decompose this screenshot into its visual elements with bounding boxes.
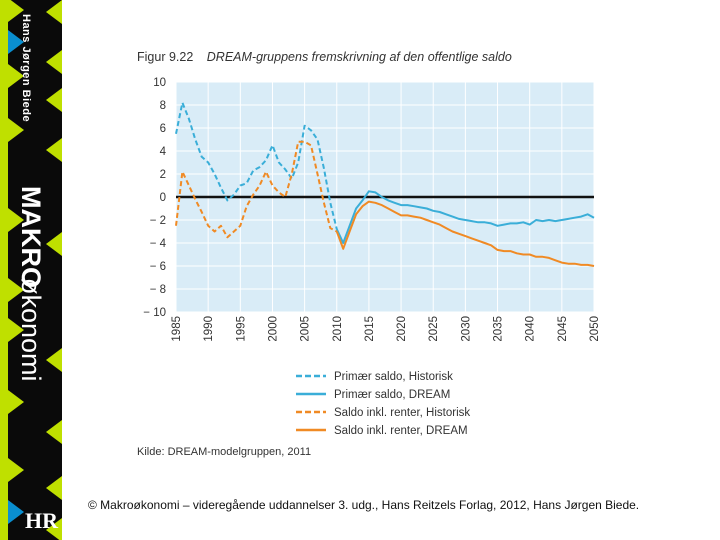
- x-tick-label: 1985: [171, 316, 183, 342]
- y-tick-label: − 2: [150, 215, 166, 227]
- y-tick-label: − 10: [143, 307, 166, 319]
- book-title-rest: økonomi: [16, 278, 46, 382]
- spine-triangle-decoration: [46, 88, 62, 112]
- y-tick-label: − 6: [150, 261, 166, 273]
- spine-triangle-decoration: [8, 390, 24, 414]
- figure-source: Kilde: DREAM-modelgruppen, 2011: [137, 446, 312, 458]
- x-tick-label: 2050: [589, 316, 601, 342]
- spine-triangle-decoration: [8, 278, 24, 302]
- y-tick-label: − 4: [150, 238, 167, 250]
- x-tick-label: 2035: [493, 316, 505, 342]
- book-author: Hans Jørgen Biede: [20, 14, 32, 123]
- spine-triangle-decoration: [46, 0, 62, 24]
- spine-triangle-decoration: [8, 64, 24, 88]
- x-tick-label: 1990: [203, 316, 215, 342]
- x-tick-label: 2040: [525, 316, 537, 342]
- spine-accent-band: [0, 0, 8, 540]
- figure-title-text: DREAM-gruppens fremskrivning af den offe…: [206, 50, 512, 64]
- spine-triangle-decoration: [8, 208, 24, 232]
- y-tick-label: 10: [153, 77, 166, 89]
- x-tick-label: 2010: [332, 316, 344, 342]
- x-tick-label: 2045: [557, 316, 569, 342]
- y-tick-label: 2: [160, 169, 166, 181]
- x-tick-label: 2015: [364, 316, 376, 342]
- figure-title: Figur 9.22 DREAM-gruppens fremskrivning …: [137, 50, 512, 64]
- x-tick-label: 2000: [267, 316, 279, 342]
- x-tick-label: 2025: [428, 316, 440, 342]
- spine-triangle-decoration: [8, 318, 24, 342]
- y-tick-label: 0: [160, 192, 166, 204]
- spine-triangle-decoration: [46, 518, 62, 540]
- legend-label: Saldo inkl. renter, DREAM: [334, 425, 468, 437]
- series-line: [335, 200, 595, 267]
- spine-triangle-decoration: [8, 118, 24, 142]
- spine-triangle-decoration: [46, 50, 62, 74]
- x-tick-label: 1995: [235, 316, 247, 342]
- book-title-bold: MAKRO: [16, 186, 46, 288]
- spine-triangle-decoration: [46, 476, 62, 500]
- x-tick-label: 2005: [300, 316, 312, 342]
- figure-number: Figur 9.22: [137, 50, 194, 64]
- book-spine: Hans Jørgen Biede MAKRO økonomi HR: [0, 0, 62, 540]
- legend-label: Primær saldo, Historisk: [334, 371, 453, 383]
- y-tick-label: 4: [160, 146, 167, 158]
- x-tick-label: 2030: [460, 316, 472, 342]
- y-tick-label: 8: [160, 100, 166, 112]
- copyright-notice: © Makroøkonomi – videregående uddannelse…: [88, 498, 640, 512]
- spine-triangle-decoration: [46, 348, 62, 372]
- y-tick-label: 6: [160, 123, 166, 135]
- x-tick-label: 2020: [396, 316, 408, 342]
- spine-triangle-decoration: [46, 420, 62, 444]
- legend-label: Primær saldo, DREAM: [334, 389, 450, 401]
- publisher-logo: HR: [25, 508, 58, 533]
- series-line: [175, 140, 338, 239]
- spine-triangle-decoration: [8, 30, 24, 54]
- spine-triangle-decoration: [8, 458, 24, 482]
- legend-label: Saldo inkl. renter, Historisk: [334, 407, 470, 419]
- y-tick-label: − 8: [150, 284, 166, 296]
- spine-triangle-decoration: [46, 232, 62, 256]
- series-line: [175, 101, 338, 230]
- spine-triangle-decoration: [8, 500, 24, 524]
- series-line: [335, 190, 595, 244]
- spine-triangle-decoration: [8, 0, 24, 22]
- spine-triangle-decoration: [46, 138, 62, 162]
